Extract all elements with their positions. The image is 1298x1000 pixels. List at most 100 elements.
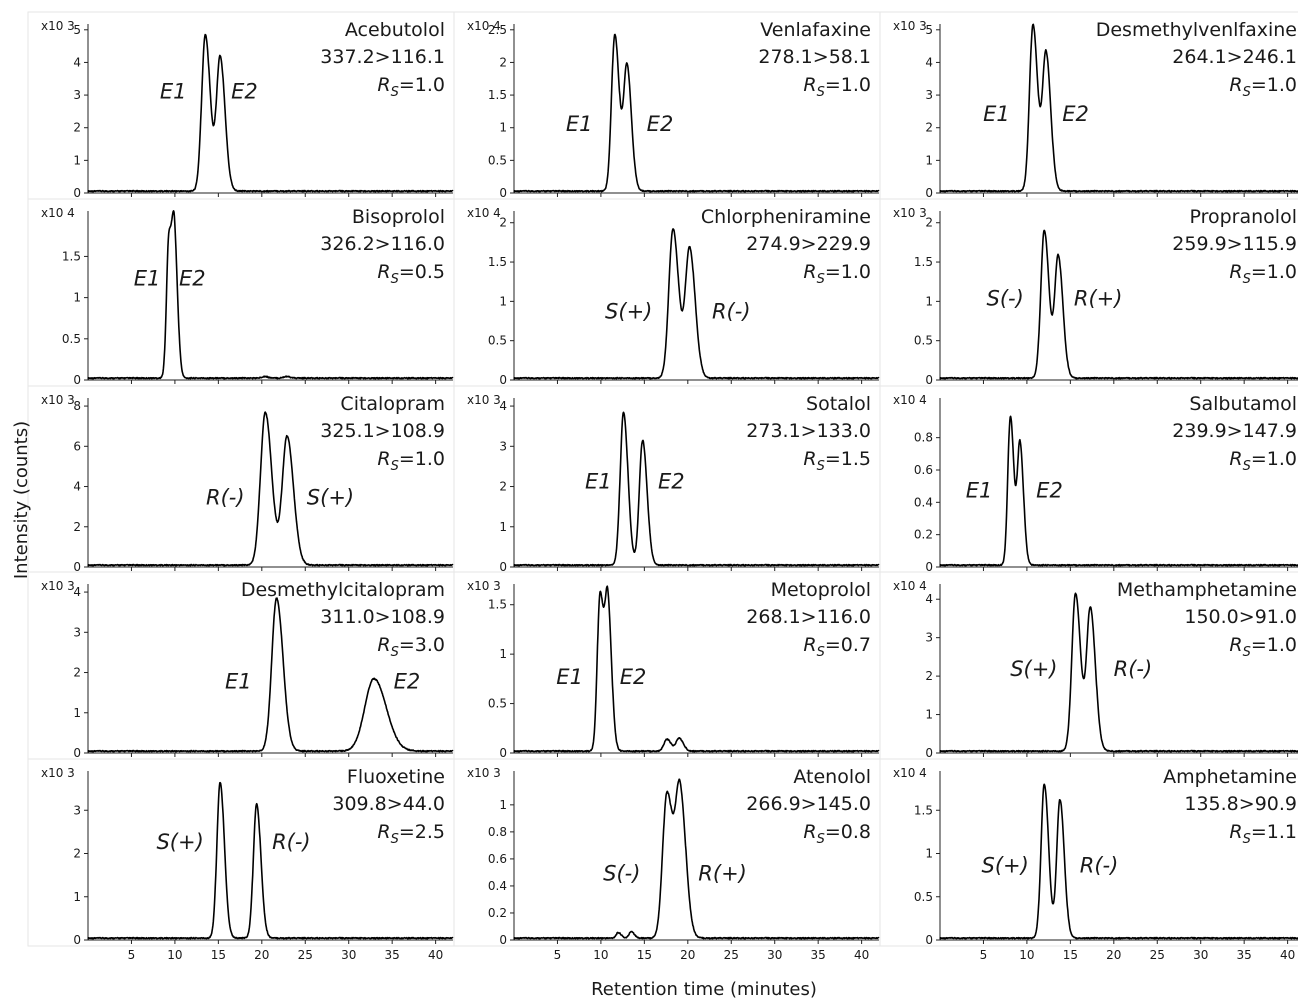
y-tick-label: 0 — [499, 186, 507, 200]
mrm-transition: 264.1>246.1 — [1172, 46, 1297, 68]
y-tick-label: 4 — [925, 592, 933, 606]
y-tick-label: 0 — [73, 373, 81, 387]
y-exponent-label: x10 3 — [41, 766, 75, 780]
y-tick-label: 0.5 — [488, 153, 507, 167]
peak-label: E2 — [1062, 102, 1089, 126]
y-tick-label: 1 — [499, 647, 507, 661]
y-tick-label: 0.4 — [914, 495, 933, 509]
x-tick-label: 40 — [428, 948, 443, 962]
y-exponent-label: x10 3 — [893, 206, 927, 220]
resolution-symbol: R — [377, 448, 390, 470]
peak-label: R(-) — [712, 300, 751, 324]
chart-panel: 0 0.5 1 1.5 x10 3 E1 E2 Metoprolol 268.1>116.0 RS… — [453, 571, 882, 760]
mrm-transition: 239.9>147.9 — [1172, 420, 1297, 442]
y-tick-label: 0.5 — [62, 332, 81, 346]
peak-label: R(-) — [272, 830, 311, 854]
y-exponent-label: x10 4 — [41, 206, 75, 220]
peak-label: E2 — [1036, 478, 1063, 502]
y-tick-label: 0 — [73, 560, 81, 574]
resolution-subscript: S — [1243, 459, 1251, 474]
peak-label: R(+) — [1074, 286, 1123, 310]
chromatogram-trace — [513, 585, 880, 753]
x-tick-label: 20 — [1106, 948, 1121, 962]
y-exponent-label: x10 3 — [41, 19, 75, 33]
resolution-number: =2.5 — [399, 821, 445, 843]
resolution-subscript: S — [1243, 272, 1251, 287]
peak-label: R(+) — [698, 862, 747, 886]
resolution-value: RS=1.0 — [377, 74, 445, 100]
x-tick-label: 10 — [167, 948, 182, 962]
y-exponent-label: x10 4 — [893, 393, 927, 407]
resolution-symbol: R — [1229, 634, 1242, 656]
y-exponent-label: x10 4 — [467, 19, 501, 33]
y-tick-label: 0.5 — [914, 890, 933, 904]
resolution-symbol: R — [1229, 74, 1242, 96]
y-axis-title: Intensity (counts) — [11, 421, 32, 579]
x-tick-label: 30 — [341, 948, 356, 962]
y-tick-label: 2.5 — [488, 23, 507, 37]
resolution-subscript: S — [391, 459, 399, 474]
mrm-transition: 337.2>116.1 — [320, 46, 445, 68]
y-tick-label: 3 — [73, 803, 81, 817]
resolution-subscript: S — [391, 832, 399, 847]
peak-label: E1 — [134, 266, 161, 290]
resolution-value: RS=1.0 — [377, 448, 445, 474]
y-tick-label: 1 — [925, 153, 933, 167]
resolution-value: RS=1.0 — [1229, 261, 1297, 287]
panel-frame — [453, 758, 882, 947]
y-tick-label: 0.6 — [914, 463, 933, 477]
resolution-subscript: S — [1243, 832, 1251, 847]
y-tick-label: 3 — [925, 88, 933, 102]
y-tick-label: 4 — [925, 55, 933, 69]
resolution-subscript: S — [817, 645, 825, 660]
y-tick-label: 0.8 — [488, 825, 507, 839]
chromatogram-trace — [513, 778, 880, 940]
y-tick-label: 3 — [499, 439, 507, 453]
mrm-transition: 311.0>108.9 — [320, 606, 445, 628]
resolution-value: RS=1.0 — [1229, 74, 1297, 100]
peak-label: S(+) — [605, 300, 652, 324]
resolution-number: =0.8 — [825, 821, 871, 843]
x-tick-label: 30 — [767, 948, 782, 962]
peak-label: E2 — [179, 266, 206, 290]
peak-label: E2 — [394, 670, 421, 694]
y-tick-label: 0 — [73, 933, 81, 947]
mrm-transition: 266.9>145.0 — [746, 793, 871, 815]
chart-panel: 0 0.2 0.4 0.6 0.8 x10 4 E1 E2 Salbutamol 239.9>14… — [879, 385, 1298, 574]
chromatogram-trace — [939, 23, 1298, 193]
y-tick-label: 1.5 — [488, 598, 507, 612]
resolution-symbol: R — [1229, 821, 1242, 843]
peak-label: E1 — [556, 665, 583, 689]
compound-name: Salbutamol — [1189, 393, 1297, 415]
y-tick-label: 0 — [499, 560, 507, 574]
resolution-symbol: R — [377, 634, 390, 656]
chromatogram-trace — [939, 415, 1298, 567]
resolution-number: =1.1 — [1251, 821, 1297, 843]
panel-frame — [27, 385, 456, 574]
resolution-symbol: R — [1229, 261, 1242, 283]
mrm-transition: 150.0>91.0 — [1184, 606, 1297, 628]
panel-frame — [453, 385, 882, 574]
resolution-value: RS=1.0 — [1229, 634, 1297, 660]
resolution-number: =1.0 — [1251, 261, 1297, 283]
y-tick-label: 1.5 — [62, 249, 81, 263]
mrm-transition: 326.2>116.0 — [320, 233, 445, 255]
y-tick-label: 4 — [73, 480, 81, 494]
mrm-transition: 278.1>58.1 — [758, 46, 871, 68]
chromatogram-trace — [939, 783, 1298, 940]
y-tick-label: 1.5 — [488, 88, 507, 102]
y-tick-label: 0.5 — [914, 334, 933, 348]
y-tick-label: 1.5 — [914, 803, 933, 817]
x-tick-label: 25 — [1150, 948, 1165, 962]
resolution-subscript: S — [817, 832, 825, 847]
panel-frame — [453, 571, 882, 760]
y-tick-label: 2 — [499, 480, 507, 494]
x-tick-label: 20 — [680, 948, 695, 962]
